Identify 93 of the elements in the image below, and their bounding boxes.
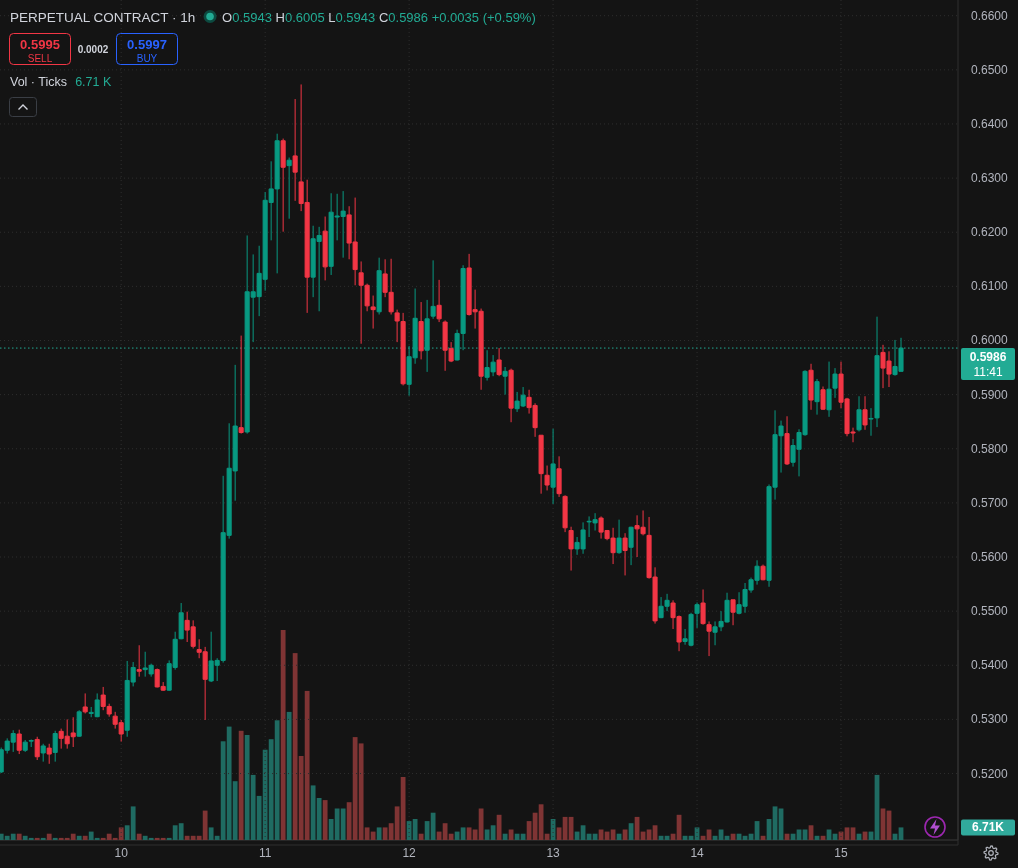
y-tick-label: 0.5500: [971, 604, 1009, 619]
candlestick: [694, 601, 700, 629]
bar: [418, 833, 424, 840]
bar: [280, 630, 286, 840]
candlestick: [322, 216, 328, 281]
candlestick: [280, 138, 286, 233]
candlestick: [430, 259, 436, 320]
candlestick: [424, 299, 430, 373]
candlestick: [136, 644, 142, 678]
candlestick: [76, 709, 82, 738]
bar: [76, 835, 82, 840]
candlestick: [832, 367, 838, 399]
text: O0.5943 H0.6005 L0.5943 C0.5986 +0.0035 (+0.59%): [222, 9, 536, 25]
candlestick: [34, 736, 40, 761]
bar: [52, 837, 58, 840]
y-tick-label: 0.5600: [971, 550, 1009, 565]
y-tick-label: 0.6400: [971, 116, 1009, 131]
x-tick-label: 13: [546, 846, 561, 860]
candlestick: [286, 157, 292, 220]
annotation: 0.0002: [77, 43, 109, 55]
text: PERPETUAL CONTRACT · 1h: [10, 9, 196, 25]
x-tick-label: 11: [258, 846, 272, 860]
candlestick: [784, 415, 790, 466]
candlestick: [436, 279, 442, 323]
candlestick: [538, 434, 544, 495]
bar: [460, 827, 466, 840]
y-tick-label: 0.5700: [971, 495, 1009, 510]
y-tick-label: 0.6300: [971, 171, 1009, 186]
y-tick-label: 0.6000: [971, 333, 1009, 348]
candlestick: [820, 386, 826, 411]
y-tick-label: 0.6200: [971, 225, 1009, 240]
candlestick: [856, 395, 862, 432]
annotation: BUY: [136, 52, 158, 63]
x-tick-label: 10: [114, 846, 129, 860]
y-tick-label: 0.5400: [971, 658, 1009, 673]
bar: [286, 711, 292, 840]
candlestick: [370, 295, 376, 330]
candlestick: [556, 455, 562, 498]
candlestick: [808, 363, 814, 411]
annotation: 0.5997: [127, 36, 167, 52]
candlestick: [292, 98, 298, 202]
candlestick: [502, 366, 508, 396]
ref-line-label: 0.5986: [969, 349, 1007, 364]
candlestick: [700, 589, 706, 626]
text: 6.71K: [971, 820, 1005, 835]
bar: [46, 833, 52, 840]
chart-title: Vol · Ticks: [10, 75, 67, 89]
annotation: 6.71 K: [75, 75, 112, 89]
y-tick-label: 0.5900: [971, 387, 1009, 402]
candlestick: [730, 599, 736, 626]
candlestick: [82, 692, 88, 714]
y-tick-label: 0.6100: [971, 279, 1009, 294]
candlestick: [496, 347, 502, 377]
candlestick: [706, 620, 712, 657]
y-tick-label: 0.5300: [971, 712, 1009, 727]
bar: [322, 800, 328, 840]
y-tick-label: 0.5800: [971, 441, 1009, 456]
bar: [238, 730, 244, 840]
y-tick-label: 0.6600: [971, 8, 1009, 23]
bar: [40, 837, 46, 840]
candlestick: [16, 729, 22, 755]
candlestick: [616, 519, 622, 555]
candlestick: [418, 301, 424, 360]
annotation: 0.5995: [20, 36, 60, 52]
candlestick: [238, 335, 244, 435]
bar: [136, 833, 142, 840]
y-tick-label: 0.5200: [971, 766, 1009, 781]
text: 11:41: [973, 364, 1003, 379]
candlestick: [550, 428, 556, 505]
candlestick: [40, 743, 46, 763]
candlestick: [178, 602, 184, 640]
candlestick: [508, 368, 514, 423]
annotation: SELL: [27, 52, 53, 63]
candlestick: [628, 526, 634, 566]
candlestick: [376, 257, 382, 316]
candlestick: [562, 494, 568, 533]
candlestick: [568, 526, 574, 572]
candlestick: [760, 564, 766, 581]
candlestick: [814, 378, 820, 416]
candlestick: [46, 743, 52, 765]
candlestick: [544, 465, 550, 491]
candlestick: [52, 730, 58, 763]
x-tick-label: 14: [690, 846, 705, 860]
x-tick-label: 15: [834, 846, 849, 860]
candlestick: [826, 361, 832, 418]
y-tick-label: 0.6500: [971, 62, 1009, 77]
bar: [34, 837, 40, 840]
bar: [82, 835, 88, 840]
x-tick-label: 12: [402, 846, 417, 860]
bar: [376, 827, 382, 840]
candlestick: [862, 395, 868, 431]
bar: [16, 833, 22, 840]
candlestick: [622, 532, 628, 576]
